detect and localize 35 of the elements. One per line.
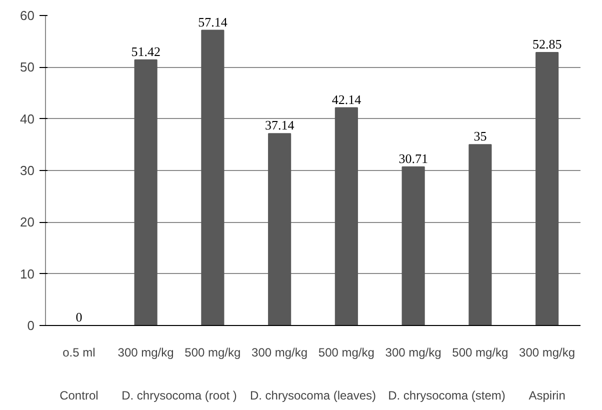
y-tick-label: 60 (20, 8, 35, 23)
y-tick-label: 20 (20, 214, 35, 230)
bar (536, 52, 559, 326)
data-label: 30.71 (398, 150, 428, 166)
x-tick-label: 300 mg/kg (252, 346, 308, 360)
bar (268, 133, 292, 326)
x-tick-label: o.5 ml (62, 346, 96, 360)
x-tick-label: 300 mg/kg (519, 346, 576, 360)
y-tick-label: 40 (20, 111, 35, 126)
text: Control (60, 388, 98, 402)
text: D. chrysocoma (stem) (388, 388, 506, 402)
y-tick-label: 30 (20, 163, 35, 178)
x-tick-label: 300 mg/kg (118, 346, 174, 360)
text: D. chrysocoma (leaves) (250, 388, 376, 402)
data-label: 35 (474, 128, 487, 144)
data-label: 52.85 (532, 36, 562, 52)
text: D. chrysocoma (root ) (122, 388, 237, 402)
y-tick-label: 0 (27, 318, 35, 333)
bar (201, 30, 224, 326)
bar (134, 59, 158, 326)
text: Aspirin (528, 388, 566, 402)
bar (334, 107, 358, 326)
x-tick-label: 500 mg/kg (452, 346, 508, 360)
x-tick-label: 500 mg/kg (318, 346, 374, 360)
data-label: 51.42 (131, 44, 160, 59)
data-label: 42.14 (332, 92, 362, 107)
y-tick-label: 50 (20, 60, 35, 75)
data-label: 0 (76, 310, 82, 324)
y-tick-label: 10 (20, 266, 35, 282)
bar (468, 144, 492, 326)
x-tick-label: 300 mg/kg (385, 346, 442, 360)
x-tick-label: 500 mg/kg (184, 346, 241, 360)
bar (402, 166, 425, 326)
data-label: 37.14 (264, 118, 295, 133)
data-label: 57.14 (198, 14, 228, 30)
